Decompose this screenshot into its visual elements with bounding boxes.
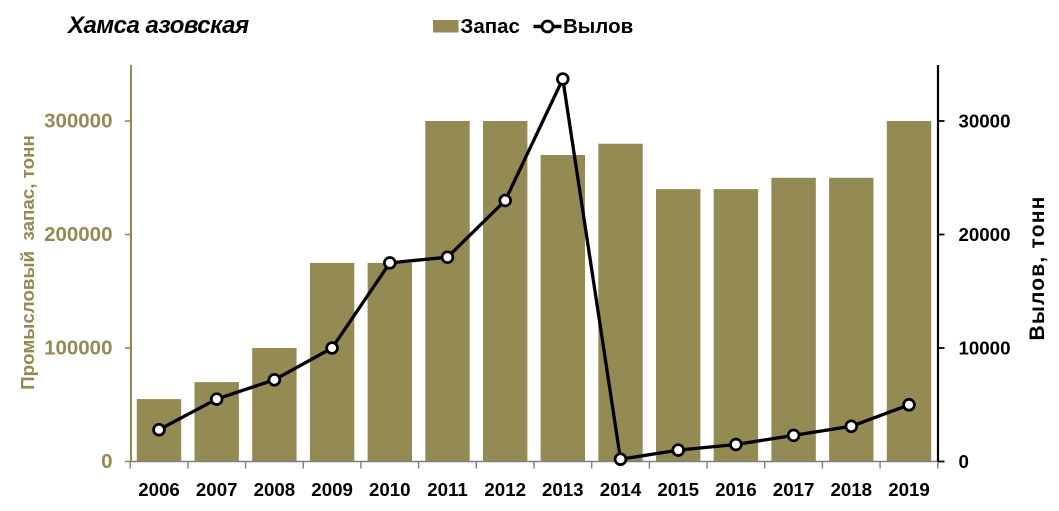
svg-text:2007: 2007 bbox=[196, 479, 238, 500]
svg-text:2016: 2016 bbox=[715, 479, 757, 500]
svg-text:2013: 2013 bbox=[542, 479, 584, 500]
svg-text:10000: 10000 bbox=[959, 337, 1011, 358]
svg-text:0: 0 bbox=[959, 451, 969, 472]
svg-text:300000: 300000 bbox=[44, 109, 112, 132]
svg-text:2018: 2018 bbox=[831, 479, 873, 500]
svg-text:30000: 30000 bbox=[959, 110, 1011, 131]
svg-text:Запас: Запас bbox=[461, 15, 520, 38]
svg-text:200000: 200000 bbox=[44, 223, 112, 246]
svg-text:2009: 2009 bbox=[311, 479, 353, 500]
svg-text:2011: 2011 bbox=[427, 479, 468, 500]
svg-text:20000: 20000 bbox=[959, 224, 1011, 245]
svg-text:2006: 2006 bbox=[138, 479, 180, 500]
svg-text:2010: 2010 bbox=[369, 479, 411, 500]
svg-text:2012: 2012 bbox=[484, 479, 526, 500]
svg-text:Вылов, тонн: Вылов, тонн bbox=[1026, 196, 1049, 341]
svg-text:2015: 2015 bbox=[657, 479, 699, 500]
svg-text:2008: 2008 bbox=[254, 479, 296, 500]
svg-text:0: 0 bbox=[101, 450, 112, 473]
svg-text:2014: 2014 bbox=[600, 479, 642, 500]
svg-text:Вылов: Вылов bbox=[563, 15, 633, 38]
svg-text:100000: 100000 bbox=[44, 336, 112, 359]
svg-text:2017: 2017 bbox=[773, 479, 815, 500]
svg-text:Хамса азовская: Хамса азовская bbox=[66, 12, 249, 39]
svg-text:2019: 2019 bbox=[888, 479, 930, 500]
svg-text:Промысловый запас, тонн: Промысловый запас, тонн bbox=[17, 135, 38, 390]
